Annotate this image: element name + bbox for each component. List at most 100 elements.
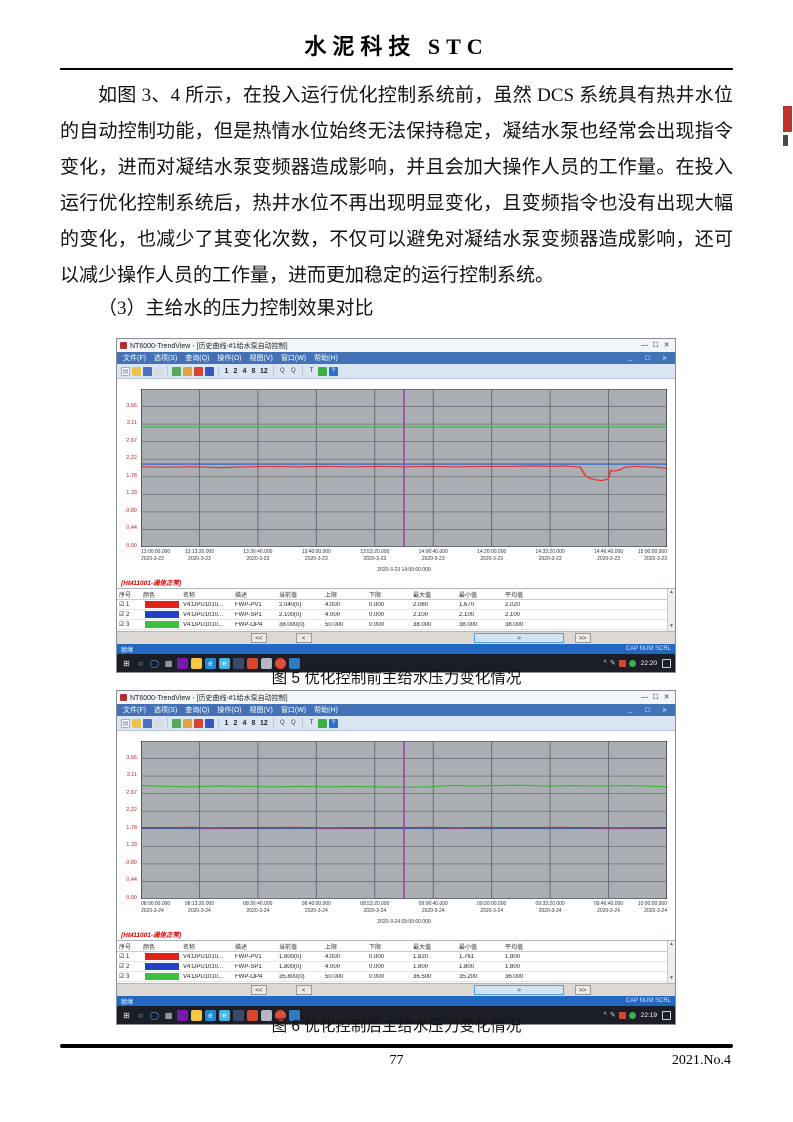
cortana-icon[interactable]: ◯ [150, 1010, 159, 1020]
trend-plot-svg[interactable] [141, 741, 667, 899]
app-icon-navy[interactable] [233, 1009, 244, 1021]
start-button[interactable]: ⊞ [123, 658, 130, 668]
row-checkbox[interactable]: ☑ 1 [119, 602, 130, 608]
table-vertical-scrollbar[interactable]: ▲ ▼ [667, 941, 675, 983]
close-button[interactable]: ✕ [663, 694, 670, 701]
mdi-restore-button[interactable]: ☐ [644, 707, 651, 714]
mdi-minimize-button[interactable]: _ [628, 707, 633, 713]
menu-item-5[interactable]: 窗口(W) [280, 355, 307, 362]
zoom-in-icon[interactable]: Q [277, 718, 287, 728]
edge-icon[interactable]: e [205, 657, 216, 669]
taskbar-clock[interactable]: 22:20 [640, 659, 657, 667]
chrome-icon[interactable] [275, 1009, 286, 1021]
realtime-icon[interactable] [205, 366, 214, 376]
tray-red-icon[interactable] [618, 659, 626, 667]
interval-2-button[interactable]: 2 [233, 367, 238, 375]
copy-icon[interactable] [183, 366, 192, 376]
media-icon[interactable] [261, 657, 272, 669]
defender-icon[interactable] [247, 657, 258, 669]
app-icon-navy[interactable] [233, 657, 244, 669]
tray-green-icon[interactable] [628, 659, 636, 667]
cursor-tool-icon[interactable]: T [306, 718, 316, 728]
table-row[interactable]: ☑ 1 V4:DPU1010... FWP-PV1 1.800(0) 4.000 0.00… [117, 952, 675, 962]
pen-icon[interactable]: ✎ [609, 660, 616, 667]
mdi-restore-button[interactable]: ☐ [644, 355, 651, 362]
scroll-far-right-button[interactable]: >> [574, 633, 591, 643]
menu-item-4[interactable]: 视图(V) [249, 707, 273, 714]
ie-icon[interactable]: e [219, 1009, 230, 1021]
menu-item-3[interactable]: 操作(O) [217, 707, 242, 714]
scroll-right-button[interactable]: > [474, 633, 565, 643]
table-row[interactable]: ☑ 2 V4:DPU1010... FWP-SP1 1.800(0) 4.000 0.00… [117, 962, 675, 972]
zoom-in-icon[interactable]: Q [277, 366, 287, 376]
save-icon[interactable] [143, 718, 152, 728]
chrome-icon[interactable] [275, 657, 286, 669]
new-icon[interactable]: ▤ [121, 366, 130, 376]
interval-8-button[interactable]: 8 [251, 719, 256, 727]
menu-item-0[interactable]: 文件(F) [123, 355, 146, 362]
tray-chevron-icon[interactable]: ^ [603, 659, 607, 667]
table-row[interactable]: ☑ 3 V4:DPU1010... FWP-OP4 35.800(0) 50.000 0.… [117, 972, 675, 982]
horizontal-scrollbar[interactable]: << < > >> [117, 983, 675, 996]
legend-icon[interactable] [317, 366, 327, 376]
mdi-close-button[interactable]: ✕ [661, 707, 668, 714]
export-icon[interactable] [172, 718, 181, 728]
close-button[interactable]: ✕ [663, 342, 670, 349]
table-row[interactable]: ☑ 2 V4:DPU1010... FWP-SP1 2.100(0) 4.000 0.00… [117, 610, 675, 620]
menu-item-6[interactable]: 帮助(H) [314, 707, 338, 714]
notification-center-icon[interactable] [662, 658, 671, 668]
scroll-far-left-button[interactable]: << [250, 985, 267, 995]
search-icon[interactable]: ○ [138, 658, 143, 668]
onenote-icon[interactable] [177, 657, 188, 669]
tray-red-icon[interactable] [618, 1011, 626, 1019]
tray-green-icon[interactable] [628, 1011, 636, 1019]
tray-chevron-icon[interactable]: ^ [603, 1011, 607, 1019]
horizontal-scrollbar[interactable]: << < > >> [117, 631, 675, 644]
row-checkbox[interactable]: ☑ 2 [119, 964, 130, 970]
print-icon[interactable] [154, 366, 163, 376]
scroll-left-button[interactable]: < [295, 985, 312, 995]
cortana-icon[interactable]: ◯ [150, 658, 159, 668]
alarm-icon[interactable] [194, 718, 203, 728]
scroll-down-icon[interactable]: ▼ [669, 623, 674, 628]
interval-4-button[interactable]: 4 [242, 719, 247, 727]
row-checkbox[interactable]: ☑ 2 [119, 612, 130, 618]
table-vertical-scrollbar[interactable]: ▲ ▼ [667, 589, 675, 631]
menu-item-2[interactable]: 查询(Q) [185, 355, 210, 362]
menu-item-1[interactable]: 选项(S) [153, 355, 178, 362]
zoom-out-icon[interactable]: Q [288, 366, 298, 376]
open-icon[interactable] [132, 718, 141, 728]
vscode-icon[interactable] [289, 657, 300, 669]
minimize-button[interactable]: — [641, 694, 648, 701]
scroll-down-icon[interactable]: ▼ [669, 975, 674, 980]
menu-item-3[interactable]: 操作(O) [217, 355, 242, 362]
menu-item-6[interactable]: 帮助(H) [314, 355, 338, 362]
pen-icon[interactable]: ✎ [609, 1012, 616, 1019]
edge-icon[interactable]: e [205, 1009, 216, 1021]
maximize-button[interactable]: ☐ [652, 694, 659, 701]
interval-12-button[interactable]: 12 [260, 367, 268, 375]
defender-icon[interactable] [247, 1009, 258, 1021]
scroll-right-button[interactable]: > [474, 985, 565, 995]
minimize-button[interactable]: — [641, 342, 648, 349]
menu-item-5[interactable]: 窗口(W) [280, 707, 307, 714]
taskbar-clock[interactable]: 22:19 [640, 1011, 657, 1019]
copy-icon[interactable] [183, 718, 192, 728]
trend-plot-svg[interactable] [141, 389, 667, 547]
interval-1-button[interactable]: 1 [224, 719, 229, 727]
interval-2-button[interactable]: 2 [233, 719, 238, 727]
interval-1-button[interactable]: 1 [224, 367, 229, 375]
vscode-icon[interactable] [289, 1009, 300, 1021]
scroll-up-icon[interactable]: ▲ [669, 589, 674, 594]
row-checkbox[interactable]: ☑ 3 [119, 622, 130, 628]
scroll-up-icon[interactable]: ▲ [669, 941, 674, 946]
help-icon[interactable]: ? [328, 718, 338, 728]
mdi-minimize-button[interactable]: _ [628, 355, 633, 361]
media-icon[interactable] [261, 1009, 272, 1021]
explorer-icon[interactable] [191, 1009, 202, 1021]
menu-item-4[interactable]: 视图(V) [249, 355, 273, 362]
help-icon[interactable]: ? [328, 366, 338, 376]
task-view-icon[interactable]: ▦ [164, 1010, 173, 1020]
open-icon[interactable] [132, 366, 141, 376]
realtime-icon[interactable] [205, 718, 214, 728]
